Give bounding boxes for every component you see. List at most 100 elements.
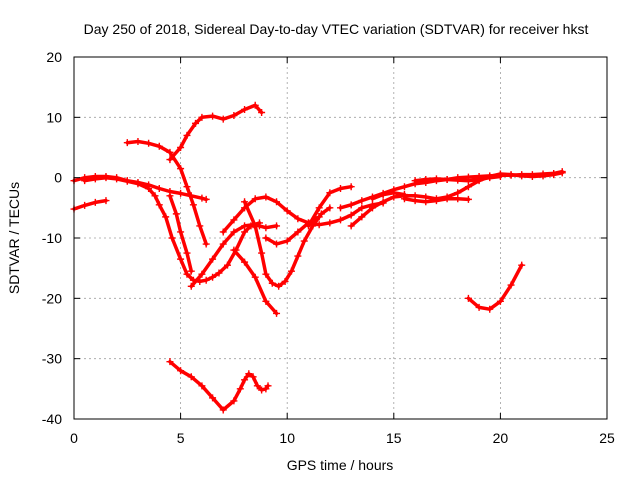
data-point (189, 201, 197, 209)
data-point (281, 277, 289, 285)
data-point (486, 174, 494, 182)
data-point (443, 195, 451, 203)
data-point (187, 373, 195, 381)
data-point (347, 183, 355, 191)
data-point (486, 305, 494, 313)
data-point (81, 201, 89, 209)
data-point (475, 303, 483, 311)
data-point (454, 189, 462, 197)
x-tick-label: 25 (599, 430, 615, 446)
data-point (300, 237, 308, 245)
data-point (337, 204, 344, 212)
y-tick-label: 10 (46, 109, 62, 125)
data-point (422, 198, 430, 206)
axis-ticks: 0 5 10 15 20 25 -40 -30 -20 -10 0 10 20 (42, 49, 615, 446)
data-point (177, 367, 185, 375)
data-point (241, 105, 249, 113)
data-point (202, 195, 210, 203)
data-point (400, 195, 408, 203)
data-point (368, 204, 376, 212)
data-point (273, 222, 281, 230)
data-point (518, 172, 526, 180)
data-point (113, 175, 121, 183)
data-point (230, 246, 238, 254)
data-point (219, 240, 227, 248)
data-point (151, 192, 159, 200)
series-track-j (241, 198, 334, 290)
data-point (558, 169, 566, 177)
data-point (198, 113, 206, 121)
data-point (102, 197, 110, 205)
data-point (262, 193, 270, 201)
data-point (230, 216, 238, 224)
data-point (219, 115, 227, 123)
x-tick-label: 10 (279, 430, 295, 446)
data-point (241, 222, 249, 230)
data-point (166, 192, 174, 200)
data-point (454, 176, 462, 184)
data-point (166, 156, 174, 164)
x-tick-label: 20 (493, 430, 509, 446)
data-point (326, 204, 334, 212)
data-point (262, 224, 270, 232)
data-point (241, 258, 249, 266)
data-point (155, 201, 163, 209)
data-point (283, 237, 291, 245)
data-point (315, 213, 323, 221)
y-tick-label: -40 (42, 411, 62, 427)
data-point (294, 215, 302, 223)
data-point (155, 142, 163, 150)
data-point (464, 183, 472, 191)
data-point (379, 198, 387, 206)
data-point (123, 139, 131, 147)
x-axis-label: GPS time / hours (287, 457, 394, 473)
data-series (70, 101, 566, 414)
data-point (464, 294, 472, 302)
data-point (215, 269, 223, 277)
data-point (258, 386, 266, 394)
data-point (528, 172, 536, 180)
data-point (475, 175, 483, 183)
data-point (262, 270, 270, 278)
data-point (202, 240, 210, 248)
data-point (145, 139, 153, 147)
data-point (81, 177, 89, 185)
data-point (262, 234, 270, 242)
data-point (507, 171, 515, 179)
series-track-o (368, 189, 408, 203)
data-point (268, 279, 276, 287)
data-point (241, 376, 249, 384)
data-point (283, 207, 291, 215)
series-track-g (187, 221, 281, 290)
data-point (358, 197, 366, 205)
data-point (209, 394, 217, 402)
data-point (219, 228, 227, 236)
data-point (326, 219, 334, 227)
series-line (168, 359, 270, 412)
data-point (264, 382, 272, 390)
data-point (198, 194, 206, 202)
series-track-q (411, 172, 504, 185)
data-point (251, 195, 259, 203)
data-point (209, 112, 217, 120)
data-point (251, 273, 259, 281)
data-point (518, 261, 526, 269)
series-line (221, 195, 385, 234)
data-point (230, 397, 238, 405)
y-tick-label: 20 (46, 49, 62, 65)
series-line (168, 103, 264, 162)
data-point (273, 309, 281, 317)
data-point (187, 282, 195, 290)
grid-lines (74, 57, 607, 419)
data-point (358, 213, 366, 221)
data-point (315, 221, 323, 229)
series-track-l (305, 183, 355, 230)
y-tick-label: -10 (42, 230, 62, 246)
data-point (198, 270, 206, 278)
data-point (177, 255, 185, 263)
data-point (273, 240, 281, 248)
data-point (198, 382, 206, 390)
data-point (326, 189, 334, 197)
data-point (315, 204, 323, 212)
y-tick-label: -20 (42, 290, 62, 306)
